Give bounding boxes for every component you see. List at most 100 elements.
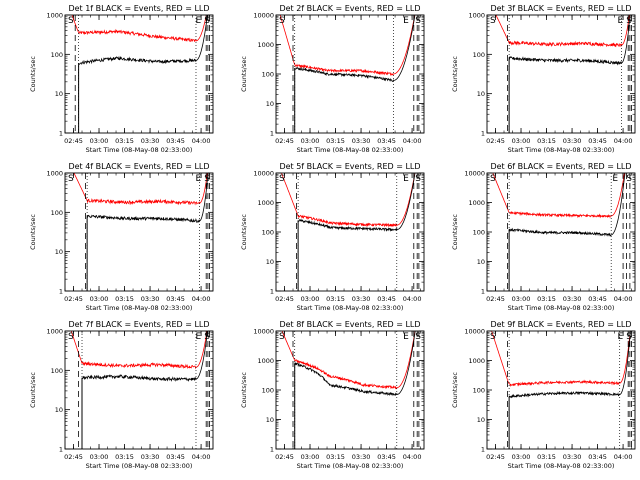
- events-series-line: [508, 15, 631, 66]
- x-tick-label: 03:00: [90, 137, 109, 145]
- lld-series-line: [73, 173, 208, 206]
- y-tick-label: 10: [55, 248, 63, 256]
- x-tick-label: 03:45: [166, 453, 185, 461]
- x-tick-label: 03:30: [141, 453, 160, 461]
- y-axis-label: Counts/sec: [240, 214, 248, 250]
- plot-area: [73, 173, 209, 291]
- x-tick-label: 03:30: [352, 137, 371, 145]
- x-tick-label: 02:45: [64, 453, 83, 461]
- start-marker-label: S: [490, 332, 496, 342]
- chart-title: Det 6f BLACK = Events, RED = LLD: [490, 162, 631, 171]
- chart-title: Det 7f BLACK = Events, RED = LLD: [68, 320, 209, 329]
- x-tick-label: 03:00: [90, 295, 109, 303]
- y-tick-label: 1000: [46, 328, 63, 336]
- y-tick-label: 1000: [257, 199, 274, 207]
- lld-series-line: [492, 173, 625, 219]
- x-tick-label: 03:00: [301, 137, 320, 145]
- events-series-line: [86, 173, 209, 223]
- events-series-line: [294, 15, 416, 82]
- y-tick-label: 10: [477, 90, 485, 98]
- end-marker-label: E: [196, 16, 202, 26]
- plot-area: [70, 331, 208, 449]
- start-marker-label: S: [279, 16, 285, 26]
- x-tick-label: 02:45: [486, 453, 505, 461]
- x-tick-label: 03:45: [377, 453, 396, 461]
- end-marker-label: E: [196, 174, 202, 184]
- y-tick-label: 1000: [257, 41, 274, 49]
- start-marker-label: S: [204, 174, 210, 184]
- lld-series-line: [281, 331, 416, 390]
- x-tick-label: 03:45: [377, 295, 396, 303]
- lld-series-line: [495, 15, 630, 48]
- plot-frame: [64, 172, 214, 292]
- chart-title: Det 1f BLACK = Events, RED = LLD: [68, 4, 209, 13]
- x-tick-label: 03:45: [588, 295, 607, 303]
- x-tick-label: 03:30: [352, 295, 371, 303]
- x-tick-label: 03:15: [115, 453, 134, 461]
- y-tick-label: 10: [266, 258, 274, 266]
- x-axis-label: Start Time (08-May-08 02:33:00): [86, 304, 193, 312]
- x-axis-label: Start Time (08-May-08 02:33:00): [297, 146, 404, 154]
- events-series-line: [508, 173, 626, 237]
- start-marker-label: S: [68, 16, 74, 26]
- x-tick-label: 03:15: [537, 137, 556, 145]
- x-axis-label: Start Time (08-May-08 02:33:00): [508, 146, 615, 154]
- plot-area: [279, 15, 416, 133]
- start-marker-label: S: [204, 16, 210, 26]
- y-axis-label: Counts/sec: [240, 56, 248, 92]
- chart-title: Det 9f BLACK = Events, RED = LLD: [490, 320, 631, 329]
- x-tick-label: 03:30: [141, 137, 160, 145]
- x-tick-label: 02:45: [64, 295, 83, 303]
- chart-title: Det 8f BLACK = Events, RED = LLD: [279, 320, 420, 329]
- y-tick-label: 10000: [253, 328, 274, 336]
- events-series-line: [78, 15, 208, 66]
- start-marker-label: S: [626, 332, 632, 342]
- x-tick-label: 02:45: [275, 295, 294, 303]
- y-tick-label: 10: [266, 100, 274, 108]
- y-tick-label: 1000: [46, 12, 63, 20]
- x-tick-label: 03:00: [90, 453, 109, 461]
- panel-det-8: Det 8f BLACK = Events, RED = LLD Counts/s…: [240, 320, 425, 470]
- plot-frame: [275, 14, 425, 134]
- panel-det-7: Det 7f BLACK = Events, RED = LLD Counts/s…: [29, 320, 214, 470]
- y-tick-label: 10000: [464, 170, 485, 178]
- x-tick-label: 04:00: [614, 453, 633, 461]
- x-tick-label: 03:15: [326, 295, 345, 303]
- plot-area: [491, 331, 631, 449]
- chart-title: Det 2f BLACK = Events, RED = LLD: [279, 4, 420, 13]
- x-tick-label: 03:15: [115, 295, 134, 303]
- start-marker-label: S: [68, 174, 74, 184]
- events-series-line: [508, 331, 631, 399]
- plot-area: [281, 173, 416, 291]
- y-tick-label: 1: [270, 288, 274, 296]
- x-tick-label: 03:30: [563, 137, 582, 145]
- x-tick-label: 03:00: [512, 295, 531, 303]
- start-marker-label: S: [279, 332, 285, 342]
- x-tick-label: 04:00: [192, 137, 211, 145]
- end-marker-label: E: [403, 332, 409, 342]
- start-marker-label: S: [204, 332, 210, 342]
- x-tick-label: 04:00: [614, 137, 633, 145]
- lld-series-line: [281, 173, 416, 228]
- panel-det-5: Det 5f BLACK = Events, RED = LLD Counts/s…: [240, 162, 425, 312]
- x-tick-label: 04:00: [403, 453, 422, 461]
- lld-series-line: [491, 331, 631, 387]
- plot-frame: [486, 172, 636, 292]
- panel-det-1: Det 1f BLACK = Events, RED = LLD Counts/s…: [29, 4, 214, 154]
- x-tick-label: 03:00: [301, 295, 320, 303]
- y-tick-label: 1000: [468, 357, 485, 365]
- plot-area: [492, 173, 626, 291]
- x-tick-label: 04:00: [403, 295, 422, 303]
- x-tick-label: 02:45: [486, 295, 505, 303]
- events-series-line: [294, 331, 416, 397]
- plot-frame: [275, 172, 425, 292]
- end-marker-label: E: [612, 174, 618, 184]
- plot-area: [71, 15, 208, 133]
- x-tick-label: 03:45: [166, 137, 185, 145]
- plot-frame: [486, 14, 636, 134]
- y-axis-label: Counts/sec: [240, 372, 248, 408]
- y-tick-label: 10000: [464, 328, 485, 336]
- y-tick-label: 100: [262, 229, 274, 237]
- y-tick-label: 10: [477, 416, 485, 424]
- plot-frame: [64, 14, 214, 134]
